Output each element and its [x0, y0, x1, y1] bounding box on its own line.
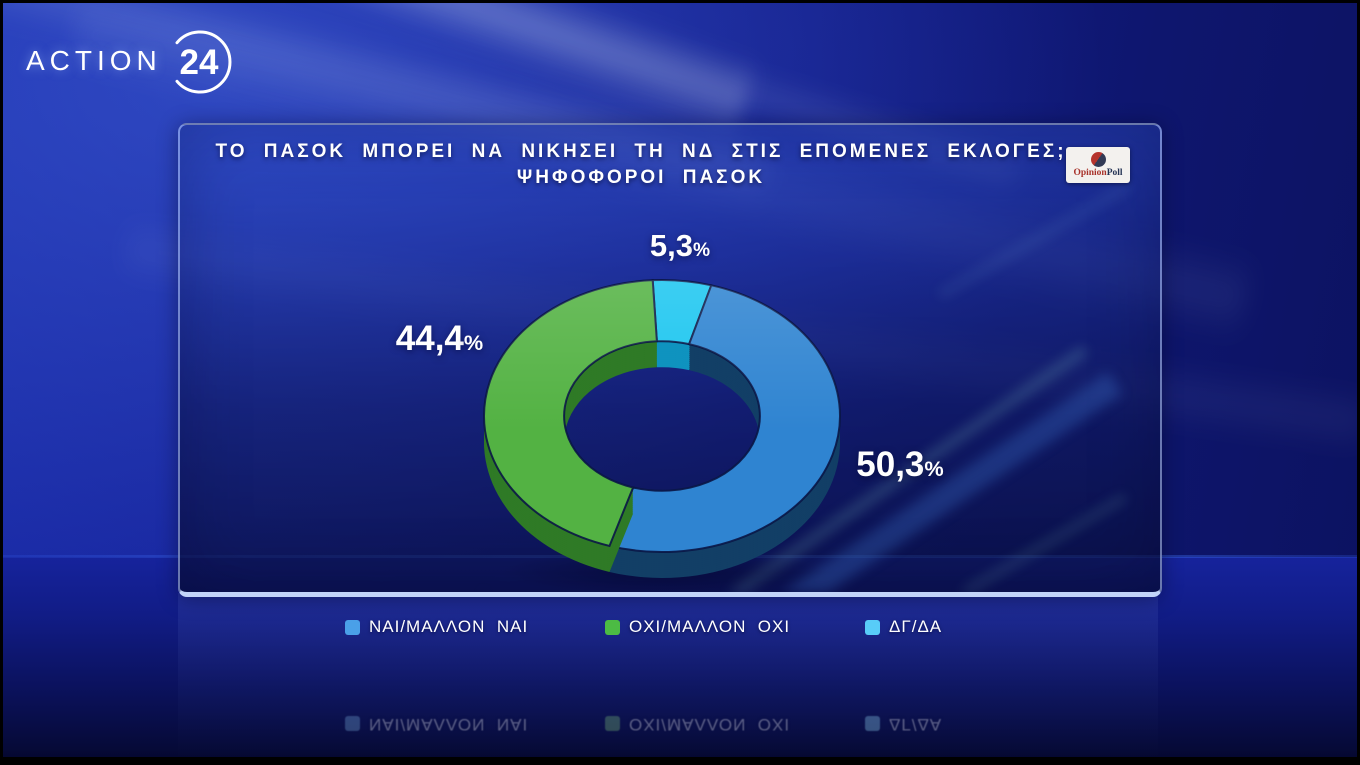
- legend-row: ΝΑΙ/ΜΑΛΛΟΝ ΝΑΙ ΟΧΙ/ΜΑΛΛΟΝ ΟΧΙ ΔΓ/ΔΑ: [0, 617, 1360, 657]
- poll-panel: ΤΟ ΠΑΣΟΚ ΜΠΟΡΕΙ ΝΑ ΝΙΚΗΣΕΙ ΤΗ ΝΔ ΣΤΙΣ ΕΠ…: [178, 123, 1162, 597]
- legend-label-dgda: ΔΓ/ΔΑ: [889, 617, 943, 636]
- value-label-nai: 50,3%: [856, 445, 944, 484]
- poll-question-line1: ΤΟ ΠΑΣΟΚ ΜΠΟΡΕΙ ΝΑ ΝΙΚΗΣΕΙ ΤΗ ΝΔ ΣΤΙΣ ΕΠ…: [215, 141, 1067, 162]
- legend-item-nai: ΝΑΙ/ΜΑΛΛΟΝ ΝΑΙ: [345, 617, 528, 637]
- legend-reflection: ΝΑΙ/ΜΑΛΛΟΝ ΝΑΙ ΟΧΙ/ΜΑΛΛΟΝ ΟΧΙ ΔΓ/ΔΑ: [0, 694, 1360, 734]
- donut-chart: [483, 279, 841, 578]
- channel-logo-circle-icon: 24: [175, 30, 232, 94]
- panel-floor-reflection: [178, 593, 1158, 761]
- value-label-dgda: 5,3%: [649, 228, 711, 263]
- legend-label-oxi: ΟΧΙ/ΜΑΛΛΟΝ ΟΧΙ: [629, 617, 791, 636]
- legend-item-oxi: ΟΧΙ/ΜΑΛΛΟΝ ΟΧΙ: [605, 617, 790, 637]
- value-label-oxi: 44,4%: [395, 319, 484, 358]
- legend-item-dgda: ΔΓ/ΔΑ: [865, 617, 942, 637]
- legend-item-reflection: ΟΧΙ/ΜΑΛΛΟΝ ΟΧΙ: [605, 714, 790, 734]
- legend-label-nai: ΝΑΙ/ΜΑΛΛΟΝ ΝΑΙ: [369, 617, 529, 636]
- opinionpoll-badge: OpinionPoll: [1066, 147, 1130, 183]
- channel-logo: ACTION 24: [26, 26, 238, 96]
- opinionpoll-circle-icon: [1090, 152, 1106, 167]
- opinionpoll-label: OpinionPoll: [1073, 168, 1123, 178]
- svg-text:24: 24: [179, 43, 218, 82]
- poll-question-header: ΤΟ ΠΑΣΟΚ ΜΠΟΡΕΙ ΝΑ ΝΙΚΗΣΕΙ ΤΗ ΝΔ ΣΤΙΣ ΕΠ…: [180, 141, 1160, 189]
- legend-item-reflection: ΔΓ/ΔΑ: [865, 714, 942, 734]
- legend-swatch-oxi: [605, 619, 620, 635]
- legend-swatch-dgda: [865, 619, 880, 635]
- poll-question-line2: ΨΗΦΟΦΟΡΟΙ ΠΑΣΟΚ: [516, 167, 766, 188]
- channel-logo-text: ACTION: [26, 45, 162, 76]
- legend-swatch-nai: [345, 619, 360, 635]
- legend-item-reflection: ΝΑΙ/ΜΑΛΛΟΝ ΝΑΙ: [345, 714, 528, 734]
